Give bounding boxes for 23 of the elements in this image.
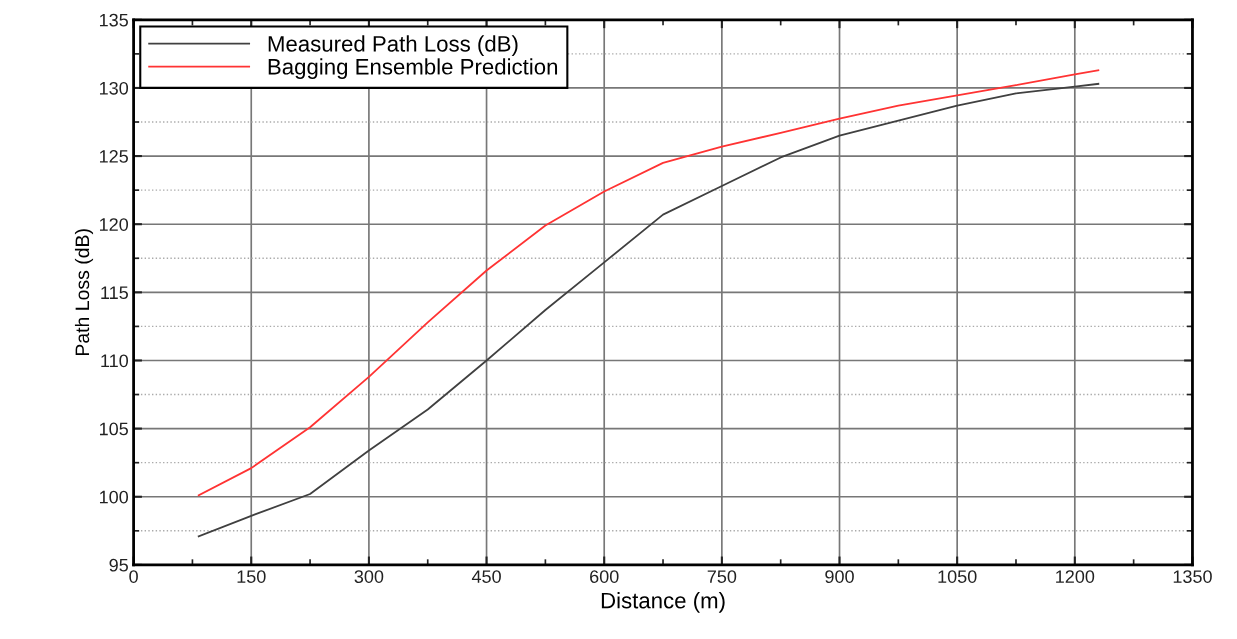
y-tick-label: 120 [99,218,129,231]
y-tick-label: 135 [99,13,128,27]
x-tick-label: 150 [237,570,266,583]
legend-label: Bagging Ensemble Prediction [268,58,558,80]
y-tick-label: 125 [99,150,128,163]
x-tick-label: 1050 [938,570,977,583]
x-tick-label: 1200 [1056,570,1095,583]
x-tick-label: 300 [354,570,384,583]
y-axis-title: Path Loss (dB) [74,229,94,356]
y-tick-label: 95 [109,558,128,572]
y-tick-label: 100 [99,490,129,504]
x-tick-label: 0 [129,570,138,583]
x-tick-label: 1350 [1173,570,1212,583]
y-tick-label: 130 [99,81,129,95]
x-axis-title: Distance (m) [601,592,725,613]
x-tick-label: 900 [825,570,854,583]
y-tick-label: 110 [101,354,129,368]
x-tick-label: 600 [590,570,619,583]
x-tick-label: 450 [471,570,501,583]
y-tick-label: 105 [99,422,128,436]
legend-label: Measured Path Loss (dB) [268,35,518,57]
y-tick-label: 115 [101,286,128,300]
x-tick-label: 750 [707,570,737,583]
